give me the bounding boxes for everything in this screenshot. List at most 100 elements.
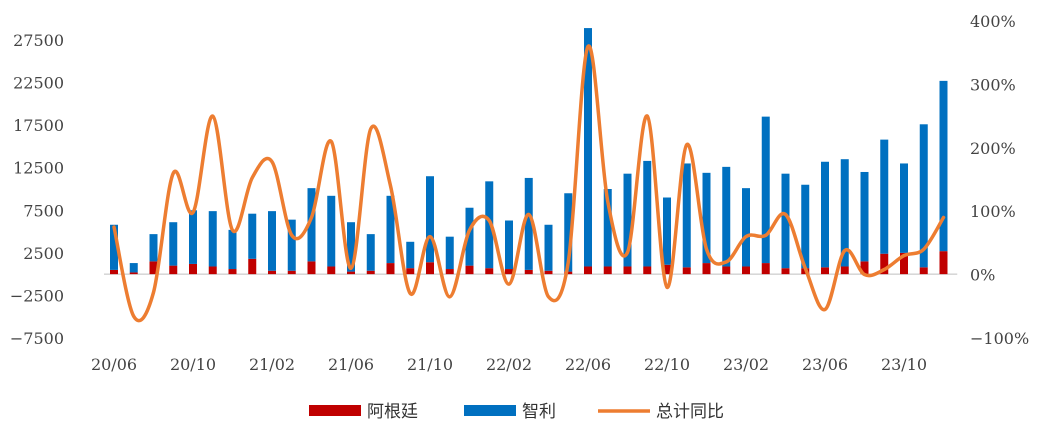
bar-chile <box>900 163 908 253</box>
bar-argentina <box>900 252 908 275</box>
bar-chile <box>406 241 415 269</box>
bar-chile <box>702 172 711 264</box>
x-tick-label: 22/10 <box>644 355 690 374</box>
x-tick-label: 22/02 <box>486 355 532 374</box>
bar-chile <box>129 263 138 273</box>
bar-argentina <box>208 266 217 275</box>
left-tick-label: 27500 <box>13 31 64 50</box>
bar-argentina <box>682 267 691 275</box>
bar-argentina <box>287 270 296 275</box>
bar-chile <box>919 124 928 268</box>
right-tick-label: 100% <box>970 202 1016 221</box>
bar-chile <box>564 193 573 272</box>
bar-chile <box>307 188 316 262</box>
bar-chile <box>524 177 533 270</box>
left-tick-label: −7500 <box>10 329 64 348</box>
right-tick-label: 400% <box>970 12 1016 31</box>
bar-argentina <box>129 272 138 275</box>
bar-argentina <box>248 258 257 275</box>
bar-argentina <box>781 268 790 275</box>
bar-chile <box>248 213 257 259</box>
bar-chile <box>840 159 849 267</box>
bar-argentina <box>327 266 336 275</box>
bar-chile <box>149 234 158 262</box>
bar-chile <box>682 163 691 268</box>
bar-layer <box>110 28 948 275</box>
x-tick-label: 21/06 <box>328 355 374 374</box>
right-axis-ticks: −100% 0% 100% 200% 300% 400% <box>970 12 1029 348</box>
bar-argentina <box>228 269 237 275</box>
left-tick-label: 2500 <box>23 244 64 263</box>
bar-chile <box>742 188 750 267</box>
bar-argentina <box>742 266 750 275</box>
legend-swatch-chile <box>464 405 516 416</box>
legend-label-chile: 智利 <box>522 402 556 422</box>
x-tick-label: 21/10 <box>407 355 453 374</box>
bar-chile <box>287 219 296 271</box>
bar-chile <box>366 234 375 271</box>
bar-argentina <box>505 269 513 275</box>
bar-argentina <box>524 269 533 275</box>
bar-chile <box>485 181 494 269</box>
left-tick-label: 12500 <box>13 159 64 178</box>
bar-chile <box>860 171 869 262</box>
bar-argentina <box>465 265 474 275</box>
bar-chile <box>801 184 810 269</box>
bar-chile <box>761 116 770 264</box>
right-tick-label: −100% <box>970 329 1029 348</box>
bar-argentina <box>722 266 731 275</box>
bar-argentina <box>110 269 118 275</box>
x-tick-label: 22/06 <box>565 355 611 374</box>
bar-argentina <box>268 270 276 275</box>
legend-label-argentina: 阿根廷 <box>367 402 418 422</box>
bar-argentina <box>149 261 158 275</box>
bar-argentina <box>445 269 454 275</box>
bar-chile <box>880 139 889 254</box>
bar-argentina <box>406 268 415 275</box>
left-tick-label: 17500 <box>13 116 64 135</box>
bar-chile <box>623 173 632 267</box>
bar-chile <box>722 166 731 267</box>
x-axis-ticks: 20/06 20/10 21/02 21/06 21/10 22/02 22/06 22/10… <box>91 355 927 374</box>
bar-argentina <box>307 261 316 275</box>
bar-chile <box>228 229 237 270</box>
bar-chile <box>426 176 434 263</box>
bar-chile <box>643 160 652 267</box>
bar-chile <box>110 224 118 270</box>
bar-chile <box>189 210 197 264</box>
bar-argentina <box>821 267 829 275</box>
left-tick-label: 7500 <box>23 201 64 220</box>
bar-argentina <box>939 251 948 275</box>
legend-label-yoy: 总计同比 <box>656 402 724 422</box>
x-tick-label: 21/02 <box>249 355 295 374</box>
bar-argentina <box>584 266 592 275</box>
bar-chile <box>821 161 829 268</box>
bar-chile <box>781 173 790 269</box>
left-axis-ticks: −7500 −2500 2500 7500 12500 17500 22500 27500 <box>10 31 64 348</box>
x-tick-label: 20/06 <box>91 355 137 374</box>
bar-chile <box>465 207 474 266</box>
x-tick-label: 23/10 <box>881 355 927 374</box>
x-tick-label: 23/06 <box>802 355 848 374</box>
bar-chile <box>505 220 513 270</box>
bar-argentina <box>702 263 711 275</box>
bar-argentina <box>761 263 770 275</box>
bar-argentina <box>386 263 395 275</box>
bar-argentina <box>189 263 197 275</box>
bar-argentina <box>169 265 178 275</box>
x-tick-label: 23/02 <box>723 355 769 374</box>
bar-argentina <box>860 261 869 275</box>
bar-chile <box>169 222 178 266</box>
x-tick-label: 20/10 <box>170 355 216 374</box>
bar-chile <box>347 222 355 272</box>
right-tick-label: 0% <box>970 266 995 285</box>
bar-argentina <box>603 266 612 275</box>
legend-swatch-argentina <box>309 405 361 416</box>
bar-argentina <box>544 270 553 275</box>
bar-chile <box>386 195 395 264</box>
legend: 阿根廷 智利 总计同比 <box>309 402 724 422</box>
bar-argentina <box>366 270 375 275</box>
bar-chile <box>445 236 454 270</box>
